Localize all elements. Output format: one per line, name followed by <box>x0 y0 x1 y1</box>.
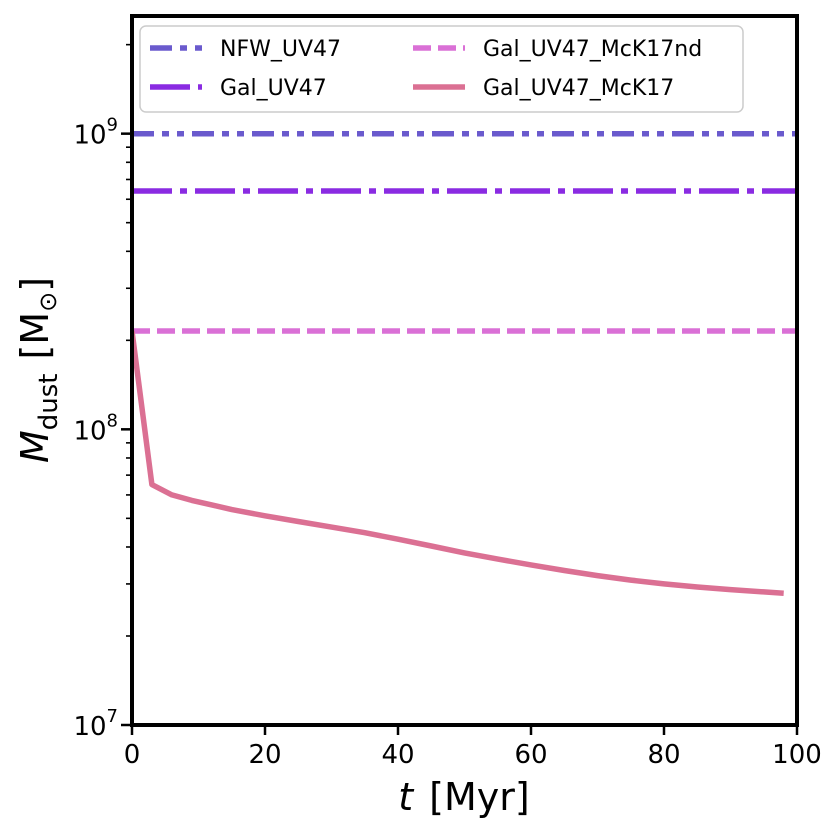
y-axis-label-unit-close: ] <box>13 277 57 292</box>
y-axis-label: Mdust [M⊙] <box>13 277 64 463</box>
y-axis-label-var: M <box>13 430 57 463</box>
y-axis-label-unit-open: [M <box>13 312 57 360</box>
tick-layer: 0 20 40 60 80 100 107 108 109 <box>73 43 822 770</box>
x-tick-label: 60 <box>514 740 547 770</box>
legend-label: Gal_UV47 <box>220 76 327 101</box>
legend-label: NFW_UV47 <box>220 37 341 62</box>
x-axis-label: t [Myr] <box>398 775 529 819</box>
y-axis-label-sub: dust <box>34 374 64 431</box>
y-tick-label: 107 <box>73 706 118 742</box>
plot-frame <box>130 14 799 727</box>
y-tick-label: 109 <box>73 115 118 151</box>
x-axis-label-unit: [Myr] <box>429 775 530 819</box>
legend: NFW_UV47 Gal_UV47 Gal_UV47_McK17nd Gal_UV47… <box>139 25 744 113</box>
legend-label: Gal_UV47_McK17nd <box>483 37 702 62</box>
legend-label: Gal_UV47_McK17 <box>483 76 674 101</box>
y-tick-label: 108 <box>73 410 118 446</box>
plot-background <box>132 16 797 725</box>
x-axis-label-var: t <box>398 775 415 819</box>
x-tick-label: 100 <box>772 740 822 770</box>
series-layer <box>132 130 797 596</box>
x-tick-label: 20 <box>248 740 281 770</box>
y-axis-label-unit-sym: ⊙ <box>34 292 62 312</box>
legend-frame <box>139 25 744 113</box>
x-tick-label: 0 <box>124 740 141 770</box>
x-tick-label: 80 <box>647 740 680 770</box>
series-line-gal-uv47-mck17 <box>132 330 784 596</box>
x-tick-label: 40 <box>381 740 414 770</box>
